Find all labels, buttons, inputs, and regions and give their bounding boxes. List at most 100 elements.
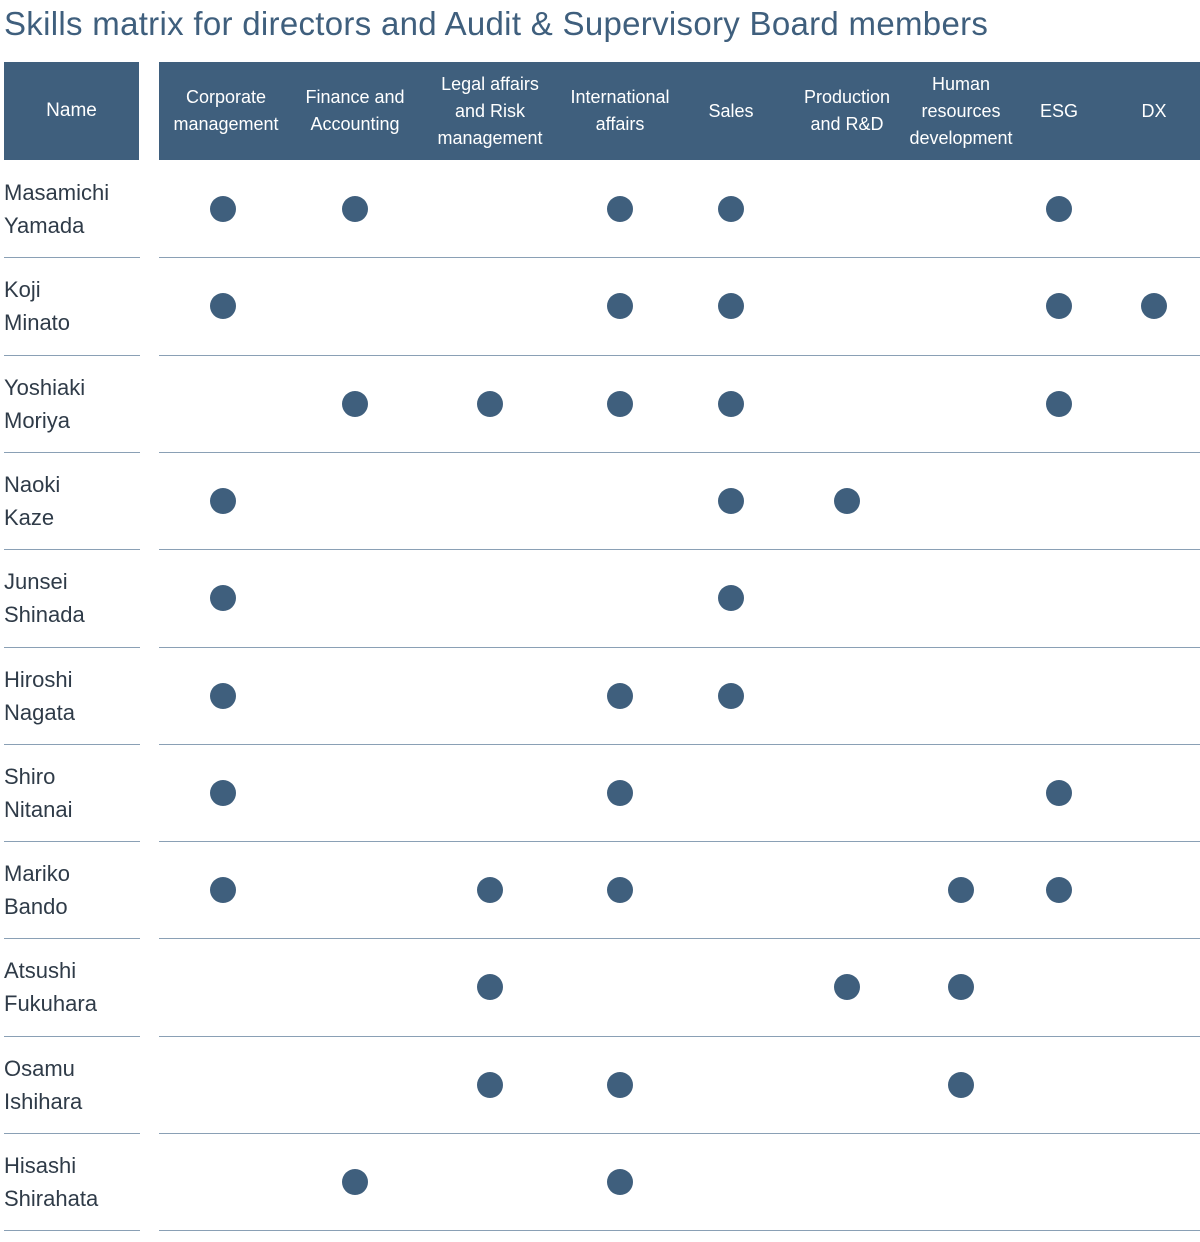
member-name-last: Yamada — [4, 213, 85, 238]
skill-dot-international — [607, 682, 633, 709]
header-skill-line: Finance and — [305, 87, 405, 107]
header-skill-dx: DX — [1095, 62, 1200, 160]
member-name-first: Naoki — [4, 471, 61, 497]
member-name-last: Ishihara — [4, 1088, 83, 1114]
row-divider-name — [4, 1133, 140, 1134]
member-name-first: Mariko — [4, 861, 71, 887]
header-skill-line: management — [437, 127, 543, 148]
member-name-first: Atsushi — [4, 958, 77, 984]
skill-dot-hr — [948, 877, 974, 904]
member-name-last: Nitanai — [4, 796, 73, 822]
skill-dot-sales — [718, 585, 744, 612]
skill-dot-finance — [342, 196, 368, 222]
member-name: Junsei Shinada — [4, 565, 144, 631]
row-divider-skills — [159, 1133, 1200, 1134]
skill-dot-finance — [342, 390, 368, 417]
member-name-first: Koji — [4, 277, 41, 303]
skill-dot-international — [607, 196, 633, 222]
header-skill-line: ESG — [1039, 100, 1078, 121]
skill-dot-sales — [718, 293, 744, 320]
skill-dot-legal — [477, 877, 503, 904]
skill-dot-international — [607, 390, 633, 417]
header-skill-production: Production and R&D — [788, 62, 906, 160]
skill-dot-esg — [1046, 390, 1072, 417]
member-name: Shiro Nitanai — [4, 760, 144, 826]
row-divider-name — [4, 647, 140, 648]
header-skill-line: resources — [921, 100, 1001, 121]
skill-dot-international — [607, 293, 633, 320]
skill-dot-esg — [1046, 196, 1072, 222]
skill-dot-esg — [1046, 293, 1072, 320]
row-divider-skills — [159, 1036, 1200, 1037]
header-skill-line: Production — [803, 87, 891, 107]
header-skill-corporate: Corporate management — [167, 62, 285, 160]
skill-dot-esg — [1046, 877, 1072, 904]
member-name: Atsushi Fukuhara — [4, 954, 144, 1020]
member-name-last: Minato — [4, 310, 71, 336]
page-title: Skills matrix for directors and Audit & … — [4, 5, 989, 42]
header-skill-esg: ESG — [1000, 62, 1118, 160]
skill-dot-corporate — [210, 779, 236, 806]
header-name-label: Name — [46, 100, 97, 121]
row-divider-skills — [159, 257, 1200, 258]
row-divider-name — [4, 257, 140, 258]
member-name: Hisashi Shirahata — [4, 1149, 144, 1215]
header-skill-legal: Legal affairs and Risk management — [431, 62, 549, 160]
row-divider-skills — [159, 452, 1200, 453]
member-name: Masamichi Yamada — [4, 176, 144, 242]
member-name: Koji Minato — [4, 273, 144, 339]
member-name-last: Nagata — [4, 699, 75, 725]
header-skill-line: affairs — [595, 114, 645, 134]
skill-dot-dx — [1141, 293, 1167, 320]
member-name-first: Junsei — [4, 569, 68, 595]
skill-dot-corporate — [210, 682, 236, 709]
member-name-last: Shirahata — [4, 1186, 99, 1211]
skill-dot-international — [607, 1071, 633, 1098]
row-divider-skills — [159, 744, 1200, 745]
skill-dot-sales — [718, 487, 744, 514]
member-name-first: Yoshiaki — [4, 374, 86, 400]
row-divider-name — [4, 355, 140, 356]
header-skill-line: and Risk — [454, 100, 525, 121]
member-name-last: Fukuhara — [4, 991, 97, 1017]
header-skill-line: DX — [1141, 100, 1167, 121]
skill-dot-sales — [718, 390, 744, 417]
row-divider-skills — [159, 549, 1200, 550]
skill-dot-international — [607, 1169, 633, 1195]
skill-dot-international — [607, 877, 633, 904]
member-name: Yoshiaki Moriya — [4, 371, 144, 437]
member-name-last: Bando — [4, 894, 68, 920]
row-divider-name — [4, 452, 140, 453]
skill-dot-corporate — [210, 293, 236, 320]
skill-dot-sales — [718, 196, 744, 222]
skill-dot-corporate — [210, 585, 236, 612]
member-name-first: Shiro — [4, 763, 56, 789]
member-name: Naoki Kaze — [4, 468, 144, 534]
skill-dot-international — [607, 779, 633, 806]
header-skill-international: International affairs — [561, 62, 679, 160]
member-name: Mariko Bando — [4, 857, 144, 923]
row-divider-skills — [159, 938, 1200, 939]
header-skill-line: Accounting — [310, 114, 400, 134]
member-name-first: Hisashi — [4, 1153, 77, 1178]
skill-dot-corporate — [210, 196, 236, 222]
skill-dot-sales — [718, 682, 744, 709]
member-name-last: Kaze — [4, 504, 55, 530]
skill-dot-production — [834, 487, 860, 514]
row-divider-skills — [159, 1230, 1200, 1231]
row-divider-name — [4, 549, 140, 550]
skill-dot-esg — [1046, 779, 1072, 806]
row-divider-name — [4, 1036, 140, 1037]
skill-dot-legal — [477, 390, 503, 417]
skill-dot-legal — [477, 1071, 503, 1098]
header-skill-line: development — [909, 127, 1013, 148]
header-skill-hr: Human resources development — [902, 62, 1020, 160]
skill-dot-hr — [948, 974, 974, 1001]
member-name-last: Shinada — [4, 602, 85, 628]
member-name-first: Hiroshi — [4, 666, 73, 692]
row-divider-skills — [159, 647, 1200, 648]
header-skill-line: and R&D — [810, 114, 884, 134]
member-name-last: Moriya — [4, 407, 71, 433]
header-skill-line: Human — [931, 73, 990, 94]
header-skills-bar: Corporate management Finance and Accounting… — [159, 62, 1200, 160]
